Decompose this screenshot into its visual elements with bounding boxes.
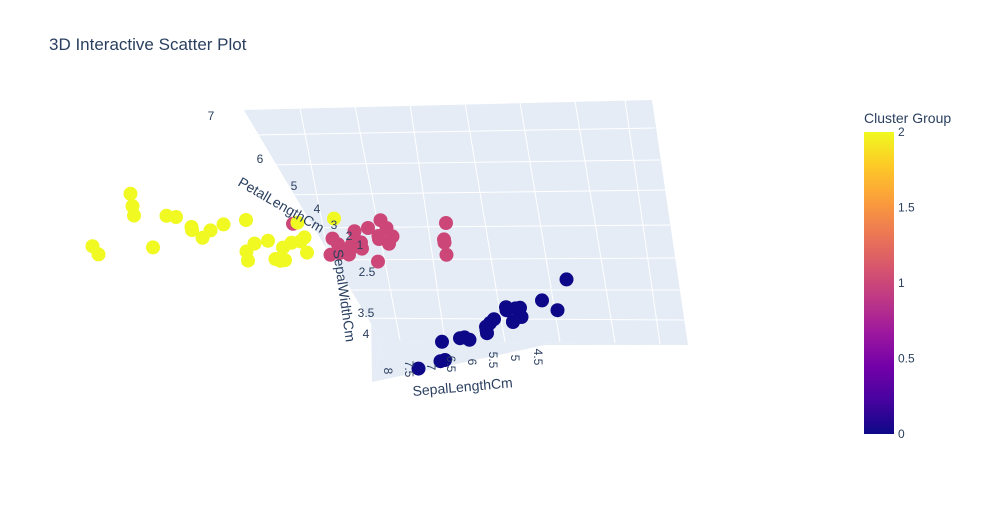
x-tick-label: 4.5 (531, 349, 545, 366)
data-point-cluster-2[interactable] (195, 230, 210, 245)
grid-line (251, 127, 656, 136)
colorbar-ticks: 0 0.5 1 1.5 2 (898, 125, 915, 441)
z-tick-label: 6 (257, 152, 264, 166)
chart-title: 3D Interactive Scatter Plot (49, 35, 247, 54)
colorbar-title: Cluster Group (864, 110, 951, 126)
data-point-cluster-2[interactable] (127, 208, 141, 223)
data-point-cluster-1[interactable] (323, 247, 338, 262)
colorbar: Cluster Group 0 0.5 1 1.5 2 (864, 110, 951, 441)
data-point-cluster-1[interactable] (439, 247, 454, 262)
grid-line (464, 102, 506, 343)
z-tick-label: 1 (357, 238, 364, 252)
y-tick-label: 2.5 (359, 265, 376, 279)
y-tick-label: 4 (363, 327, 370, 341)
y-tick-label: 3.5 (358, 306, 375, 320)
data-point-cluster-2[interactable] (239, 213, 253, 227)
data-point-cluster-2[interactable] (91, 247, 106, 262)
x-tick-label: 7.5 (402, 361, 416, 378)
data-point-cluster-2[interactable] (261, 233, 275, 248)
grid-line (409, 103, 446, 342)
data-point-cluster-0[interactable] (453, 331, 467, 346)
data-point-cluster-2[interactable] (300, 245, 314, 260)
z-tick-label: 3 (331, 218, 338, 232)
data-point-cluster-1[interactable] (325, 231, 340, 246)
z-tick-label: 7 (208, 109, 215, 123)
z-tick-label: 5 (291, 179, 298, 193)
grid-line (261, 159, 661, 166)
data-point-cluster-0[interactable] (435, 334, 449, 349)
data-point-cluster-1[interactable] (372, 232, 386, 246)
data-point-cluster-0[interactable] (559, 272, 574, 287)
right-wall (372, 342, 688, 382)
grid-line (299, 107, 346, 342)
grid-line (519, 101, 561, 343)
colorbar-tick-label: 0.5 (898, 352, 915, 366)
z-tick-label: 2 (346, 229, 353, 243)
x-tick-label: 5.5 (486, 352, 500, 369)
data-point-cluster-1[interactable] (361, 221, 375, 235)
data-point-cluster-1[interactable] (385, 229, 400, 244)
colorbar-tick-label: 0 (898, 427, 905, 441)
data-point-cluster-2[interactable] (169, 210, 183, 224)
data-point-cluster-0[interactable] (506, 314, 520, 329)
data-point-cluster-2[interactable] (276, 240, 290, 255)
z-tick-label: 4 (314, 202, 321, 216)
grid-line (304, 257, 679, 261)
data-point-cluster-2[interactable] (290, 215, 305, 230)
data-point-cluster-1[interactable] (371, 254, 385, 269)
data-point-cluster-1[interactable] (439, 216, 453, 230)
data-point-cluster-0[interactable] (550, 303, 565, 318)
colorbar-tick-label: 1 (898, 276, 905, 290)
data-point-cluster-0[interactable] (535, 293, 549, 308)
x-tick-label: 8 (381, 368, 395, 375)
grid-line (574, 100, 616, 344)
data-point-cluster-2[interactable] (123, 186, 138, 201)
x-tick-label: 6 (465, 359, 479, 366)
data-point-cluster-2[interactable] (185, 223, 199, 237)
x-tick-label: 5 (508, 355, 522, 362)
data-points (85, 186, 574, 376)
colorbar-tick-label: 2 (898, 125, 905, 139)
data-point-cluster-0[interactable] (411, 361, 426, 376)
x-tick-label: 6.5 (444, 356, 458, 373)
colorbar-tick-label: 1.5 (898, 201, 915, 215)
x-axis-title: SepalLengthCm (412, 374, 513, 399)
grid-line (624, 99, 661, 345)
data-point-cluster-0[interactable] (438, 353, 452, 367)
data-point-cluster-2[interactable] (273, 253, 288, 268)
data-point-cluster-2[interactable] (216, 217, 231, 232)
data-point-cluster-2[interactable] (327, 211, 341, 226)
data-point-cluster-2[interactable] (241, 253, 255, 268)
colorbar-gradient (864, 132, 894, 434)
data-point-cluster-2[interactable] (146, 240, 160, 255)
data-point-cluster-1[interactable] (437, 235, 452, 250)
x-tick-label: 7 (424, 364, 438, 371)
data-point-cluster-0[interactable] (499, 303, 514, 318)
grid-line (274, 189, 667, 196)
data-point-cluster-0[interactable] (479, 319, 493, 334)
